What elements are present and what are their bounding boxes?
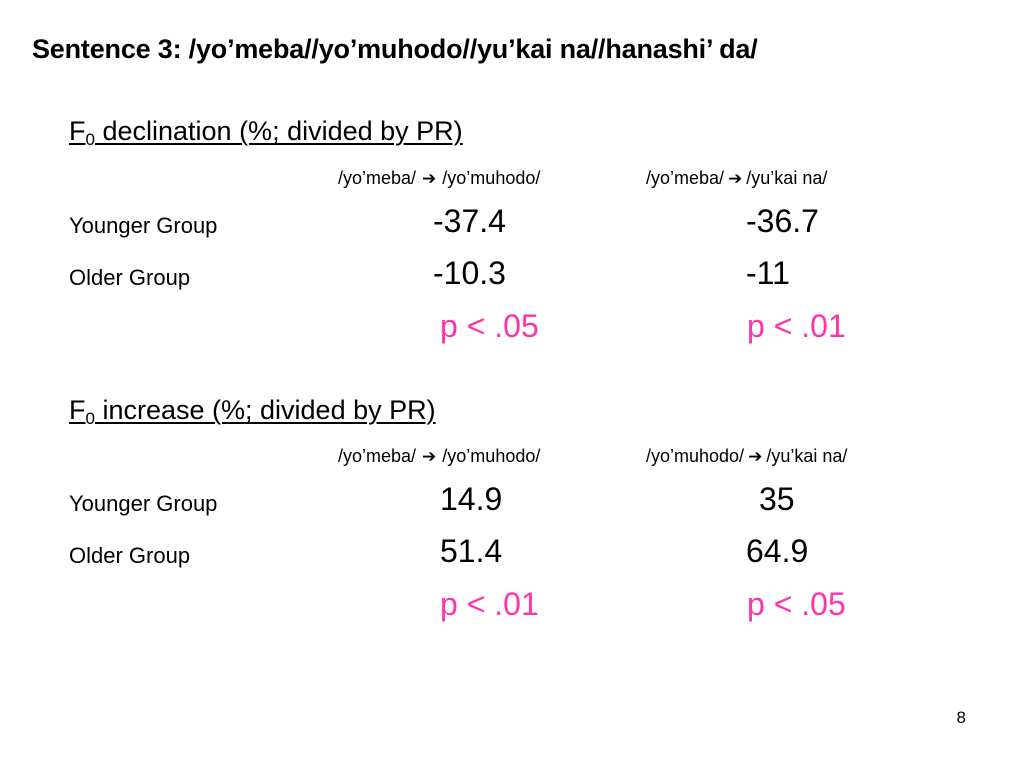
col-to: /yu’kai na/ [746,168,828,188]
col-to: /yo’muhodo/ [442,446,541,466]
value-younger-col2: 35 [759,481,795,517]
value-younger-col2: -36.7 [746,203,819,239]
col-from: /yo’meba/ [338,446,417,466]
value-older-col2: 64.9 [746,533,809,569]
section-heading-increase: F0 increase (%; divided by PR) [69,395,436,428]
right-arrow-icon: ➔ [422,169,437,188]
row-label-older: Older Group [69,543,191,568]
p-value-col1: p < .05 [440,308,539,344]
heading-text: increase (%; divided by PR) [94,395,436,425]
column-header-2: /yo’meba/➔/yu’kai na/ [646,168,827,189]
value-older-col2: -11 [746,255,790,291]
column-header-1: /yo’meba/ ➔ /yo’muhodo/ [338,168,540,189]
row-label-younger: Younger Group [69,491,218,516]
right-arrow-icon: ➔ [728,169,743,188]
value-younger-col1: -37.4 [433,203,506,239]
p-value-col2: p < .01 [747,308,846,344]
slide-title: Sentence 3: /yo’meba//yo’muhodo//yu’kai … [32,34,758,64]
heading-subscript: 0 [85,130,95,149]
p-value-col1: p < .01 [440,586,539,622]
heading-text: declination (%; divided by PR) [94,116,463,146]
row-label-older: Older Group [69,265,191,290]
col-to: /yu’kai na/ [766,446,848,466]
col-to: /yo’muhodo/ [442,168,541,188]
page-number: 8 [956,708,966,727]
column-header-2: /yo’muhodo/➔/yu’kai na/ [646,446,847,467]
col-from: /yo’muhodo/ [646,446,745,466]
col-from: /yo’meba/ [646,168,725,188]
section-heading-declination: F0 declination (%; divided by PR) [69,116,463,149]
p-value-col2: p < .05 [747,586,846,622]
right-arrow-icon: ➔ [422,447,437,466]
value-younger-col1: 14.9 [440,481,503,517]
right-arrow-icon: ➔ [748,447,763,466]
value-older-col1: 51.4 [440,533,503,569]
column-header-1: /yo’meba/ ➔ /yo’muhodo/ [338,446,540,467]
col-from: /yo’meba/ [338,168,417,188]
row-label-younger: Younger Group [69,213,218,238]
heading-f: F [69,116,86,146]
heading-f: F [69,395,86,425]
heading-subscript: 0 [85,409,95,428]
value-older-col1: -10.3 [433,255,506,291]
